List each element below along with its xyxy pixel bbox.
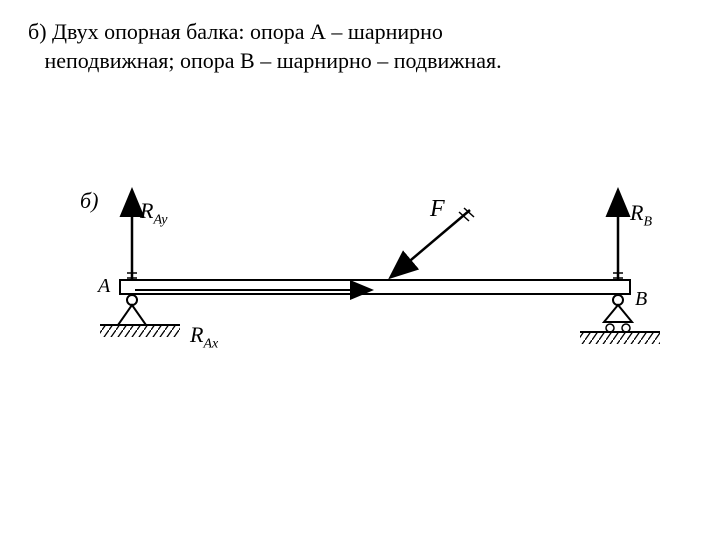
label-f: F	[430, 196, 445, 223]
beam-diagram: б) RAy A RAx F RB B	[60, 180, 660, 400]
subfig-label: б)	[80, 188, 98, 214]
label-rax: RAx	[190, 322, 218, 352]
caption: б) Двух опорная балка: опора А – шарнирн…	[28, 18, 502, 75]
roller-b-1	[606, 324, 614, 332]
caption-line2: неподвижная; опора В – шарнирно – подвиж…	[45, 48, 502, 73]
label-b: B	[635, 288, 647, 311]
support-b-triangle	[604, 305, 632, 322]
roller-b-2	[622, 324, 630, 332]
ground-b-hatch	[580, 332, 660, 344]
ground-a-hatch	[100, 325, 180, 337]
caption-line1: б) Двух опорная балка: опора А – шарнирн…	[28, 19, 443, 44]
label-ray: RAy	[140, 198, 167, 228]
support-a-triangle	[118, 305, 146, 325]
label-rb: RB	[630, 200, 652, 230]
beam	[120, 280, 630, 294]
label-a: A	[98, 275, 110, 298]
